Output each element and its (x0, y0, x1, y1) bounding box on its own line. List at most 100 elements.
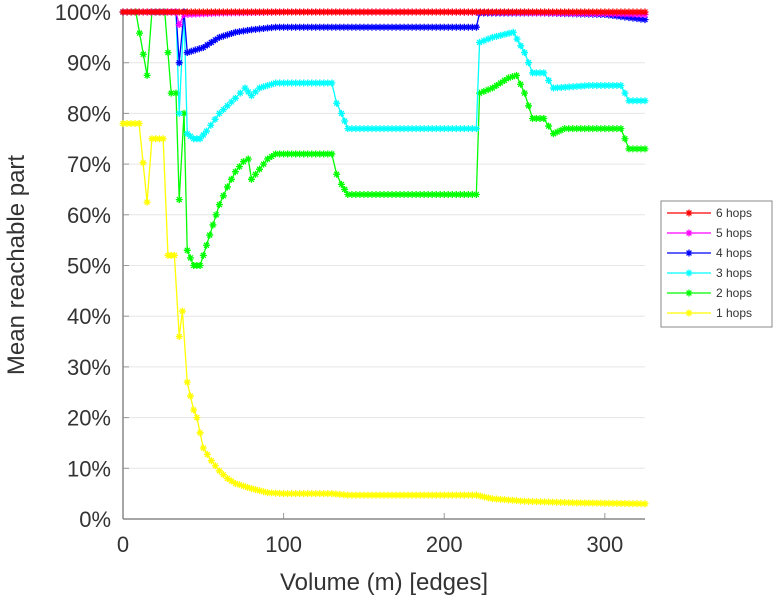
data-point-marker (525, 8, 533, 16)
data-point-marker (613, 82, 621, 90)
data-point-marker (268, 8, 276, 16)
data-point-marker (484, 86, 492, 94)
data-point-marker (440, 8, 448, 16)
data-point-marker (509, 28, 517, 36)
data-point-marker (460, 8, 468, 16)
data-point-marker (211, 115, 219, 123)
data-point-marker (553, 498, 561, 506)
data-point-marker (412, 8, 420, 16)
data-point-marker (196, 262, 204, 269)
data-point-marker (186, 392, 194, 400)
data-point-marker (186, 254, 194, 262)
data-point-marker (484, 8, 492, 16)
data-point-marker (203, 41, 211, 49)
data-point-marker (143, 198, 151, 206)
data-point-marker (170, 251, 178, 259)
legend-entry: 2 hops (667, 286, 752, 300)
data-point-marker (256, 8, 264, 16)
legend-box (660, 200, 773, 328)
data-point-marker (601, 499, 609, 507)
data-point-marker (388, 8, 396, 16)
data-point-marker (428, 23, 436, 31)
data-point-marker (219, 471, 227, 479)
data-point-marker (492, 82, 500, 90)
data-point-marker (215, 8, 223, 16)
data-point-marker (152, 135, 160, 143)
data-point-marker (448, 491, 456, 499)
data-point-marker (296, 23, 304, 31)
data-point-marker (533, 8, 541, 16)
data-point-marker (239, 27, 247, 35)
data-point-marker (212, 211, 220, 219)
data-point-marker (452, 125, 460, 133)
data-point-marker (432, 491, 440, 499)
data-point-marker (593, 8, 601, 16)
data-point-marker (364, 125, 372, 133)
data-point-marker (380, 8, 388, 16)
data-point-marker (344, 491, 352, 499)
data-point-marker (488, 84, 496, 92)
data-point-marker (440, 191, 448, 199)
data-point-marker (633, 8, 641, 16)
data-point-marker (300, 8, 308, 16)
data-point-marker (440, 23, 448, 31)
data-point-marker (521, 8, 529, 16)
data-point-marker (476, 8, 484, 16)
data-point-marker (424, 125, 432, 133)
data-point-marker (344, 8, 352, 16)
data-point-marker (352, 125, 360, 133)
data-point-marker (312, 150, 320, 158)
data-point-marker (139, 50, 147, 58)
data-point-marker (537, 8, 545, 16)
data-point-marker (392, 191, 400, 199)
data-point-marker (211, 8, 219, 16)
data-point-marker (605, 8, 613, 16)
data-point-marker (280, 490, 288, 498)
data-point-marker (227, 477, 235, 485)
data-point-marker (292, 8, 300, 16)
data-point-marker (356, 491, 364, 499)
y-tick-label: 80% (67, 101, 111, 126)
data-point-marker (215, 33, 223, 41)
data-point-marker (480, 493, 488, 501)
data-point-marker (304, 8, 312, 16)
data-point-marker (521, 49, 529, 57)
data-point-marker (484, 494, 492, 502)
data-point-marker (320, 150, 328, 158)
data-point-marker (424, 491, 432, 499)
data-point-marker (460, 125, 468, 133)
data-point-marker (276, 150, 284, 158)
data-point-marker (292, 490, 300, 498)
data-point-marker (332, 23, 340, 31)
data-point-marker (119, 120, 127, 128)
data-point-marker (621, 500, 629, 508)
data-point-marker (167, 89, 175, 97)
data-point-marker (209, 221, 217, 229)
data-point-marker (256, 25, 264, 33)
data-point-marker (569, 83, 577, 91)
data-point-marker (284, 8, 292, 16)
data-point-marker (316, 150, 324, 158)
data-point-marker (260, 160, 268, 168)
data-point-marker (496, 495, 504, 503)
data-point-marker (352, 23, 360, 31)
data-point-marker (557, 8, 565, 16)
data-point-marker (155, 135, 163, 143)
data-point-marker (432, 8, 440, 16)
data-point-marker (252, 8, 260, 16)
data-point-marker (199, 8, 207, 16)
data-point-marker (384, 191, 392, 199)
data-point-marker (545, 8, 553, 16)
data-point-marker (276, 79, 284, 87)
data-point-marker (388, 125, 396, 133)
data-point-marker (468, 125, 476, 133)
data-point-marker (468, 23, 476, 31)
data-point-marker (364, 8, 372, 16)
data-point-marker (203, 241, 211, 249)
data-point-marker (501, 30, 509, 38)
data-point-marker (609, 82, 617, 90)
data-point-marker (685, 229, 693, 237)
legend-label: 1 hops (716, 306, 752, 320)
data-point-marker (356, 23, 364, 31)
